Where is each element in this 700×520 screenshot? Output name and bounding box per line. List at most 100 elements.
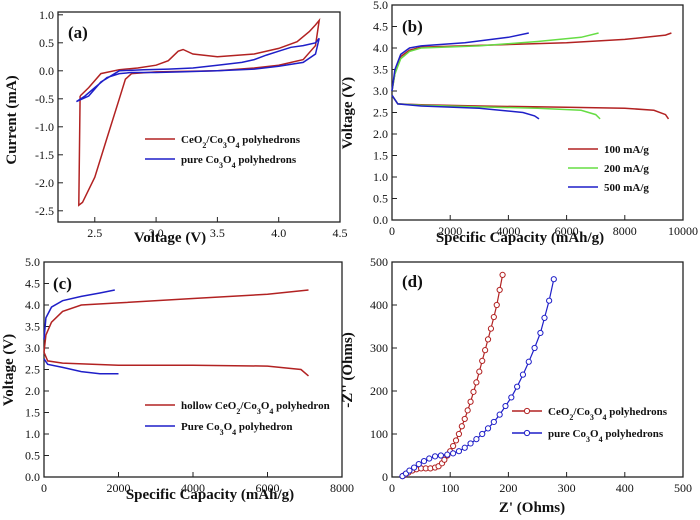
y-tick-label: 300 <box>370 341 388 355</box>
panel-label: (c) <box>53 274 72 293</box>
x-tick-label: 500 <box>674 481 692 495</box>
y-tick-label: 500 <box>370 255 388 269</box>
y-tick-label: -2.0 <box>35 176 54 190</box>
data-point <box>420 457 428 465</box>
x-tick-label: 6000 <box>256 481 280 495</box>
y-tick-label: 1.0 <box>25 427 40 441</box>
y-tick-label: -2.5 <box>35 204 54 218</box>
charge-curve <box>391 32 599 92</box>
x-tick-label: 4.0 <box>271 226 286 240</box>
y-tick-label: 200 <box>370 384 388 398</box>
y-tick-label: 0 <box>382 470 388 484</box>
data-point <box>482 347 489 354</box>
cv-curve <box>75 37 320 103</box>
data-point <box>470 388 477 395</box>
x-axis-label: Specific Capacity (mAh/g) <box>436 230 604 246</box>
charge-curve <box>43 289 115 340</box>
x-tick-label: 2000 <box>438 224 462 238</box>
data-point <box>444 451 451 458</box>
x-tick-label: 6000 <box>555 224 579 238</box>
y-tick-label: 2.0 <box>25 384 40 398</box>
y-tick-label: 3.5 <box>25 320 40 334</box>
legend-label: CeO2/Co3O4 polyhedrons <box>548 406 668 422</box>
data-point <box>415 461 422 468</box>
cv-curve <box>78 17 321 207</box>
data-point <box>450 442 457 450</box>
x-tick-label: 4000 <box>181 481 205 495</box>
charge-curve <box>43 289 309 353</box>
y-tick-label: 3.5 <box>373 63 388 77</box>
data-point <box>514 383 521 390</box>
discharge-curve <box>391 94 540 120</box>
x-tick-label: 3.5 <box>210 226 225 240</box>
data-point <box>426 455 433 462</box>
panel-b: 0 2000 4000 6000 8000 10000 0.0 0.5 1.0 1.5 2.0 2.5… <box>340 0 698 246</box>
data-point <box>479 430 486 438</box>
data-point <box>467 440 474 447</box>
data-point <box>487 325 495 332</box>
y-tick-label: 1.0 <box>373 170 388 184</box>
y-tick-label: 3.0 <box>25 341 40 355</box>
data-point <box>541 314 548 321</box>
data-point <box>531 344 538 352</box>
x-tick-label: 4000 <box>496 224 520 238</box>
data-point <box>499 271 506 278</box>
y-tick-label: 0.5 <box>39 36 54 50</box>
y-tick-label: 0.0 <box>25 470 40 484</box>
data-point <box>467 398 474 405</box>
x-tick-label: 10000 <box>668 224 698 238</box>
data-point <box>525 358 532 365</box>
x-tick-label: 0 <box>41 481 47 495</box>
data-point <box>473 379 480 386</box>
y-tick-label: 2.0 <box>373 127 388 141</box>
y-tick-label: 5.0 <box>25 255 40 269</box>
x-tick-label: 400 <box>616 481 634 495</box>
data-point <box>479 357 486 364</box>
data-point <box>496 411 503 418</box>
data-point <box>493 301 500 309</box>
y-axis-label: Voltage (V) <box>340 77 356 149</box>
legend-label: Pure Co3O4 polyhedron <box>181 421 293 437</box>
x-axis-label: Voltage (V) <box>134 230 206 246</box>
panel-a: 2.5 3.0 3.5 4.0 4.5 -2.5 -2.0 -1.5 -1.0 -0.5 0.0 0.… <box>4 8 348 246</box>
data-point <box>508 394 515 401</box>
y-tick-label: 4.0 <box>25 298 40 312</box>
y-axis-label: Current (mA) <box>4 75 20 164</box>
data-point <box>502 402 509 410</box>
y-tick-label: 4.0 <box>373 41 388 55</box>
y-tick-label: 3.0 <box>373 84 388 98</box>
legend-marker <box>523 429 531 437</box>
y-tick-label: 5.0 <box>373 0 388 12</box>
x-tick-label: 2.5 <box>87 226 102 240</box>
data-point <box>431 453 439 460</box>
panel-c: 0 2000 4000 6000 8000 0.0 0.5 1.0 1.5 2.0 2.5 3.0 3.… <box>1 255 354 503</box>
legend-label: hollow CeO2/Co3O4 polyhedron <box>181 400 330 416</box>
y-tick-label: -1.5 <box>35 148 54 162</box>
x-tick-label: 100 <box>441 481 459 495</box>
legend-label: pure Co3O4 polyhedrons <box>181 154 297 170</box>
data-point <box>496 286 503 294</box>
x-axis-label: Specific Capacity (mAh/g) <box>126 487 294 503</box>
data-point <box>461 444 468 451</box>
y-tick-label: 1.0 <box>39 8 54 22</box>
data-point <box>484 425 492 432</box>
legend-label: pure Co3O4 polyhedrons <box>548 428 664 444</box>
y-tick-label: -1.0 <box>35 120 54 134</box>
panel-label: (b) <box>402 17 423 36</box>
legend-label: 500 mA/g <box>604 182 649 194</box>
charge-curve <box>391 32 529 92</box>
data-point <box>464 407 471 414</box>
panel-label: (d) <box>402 272 423 291</box>
data-point <box>455 430 463 438</box>
data-point <box>455 448 463 455</box>
x-tick-label: 3.0 <box>149 226 164 240</box>
legend-marker <box>523 407 531 415</box>
legend-label: CeO2/Co3O4 polyhedrons <box>181 134 301 150</box>
data-point <box>411 464 418 471</box>
y-axis-label: -Z'' (Ohms) <box>340 332 356 407</box>
data-point <box>452 437 460 444</box>
data-point <box>437 452 444 459</box>
data-point <box>519 371 527 378</box>
data-point <box>537 329 544 337</box>
